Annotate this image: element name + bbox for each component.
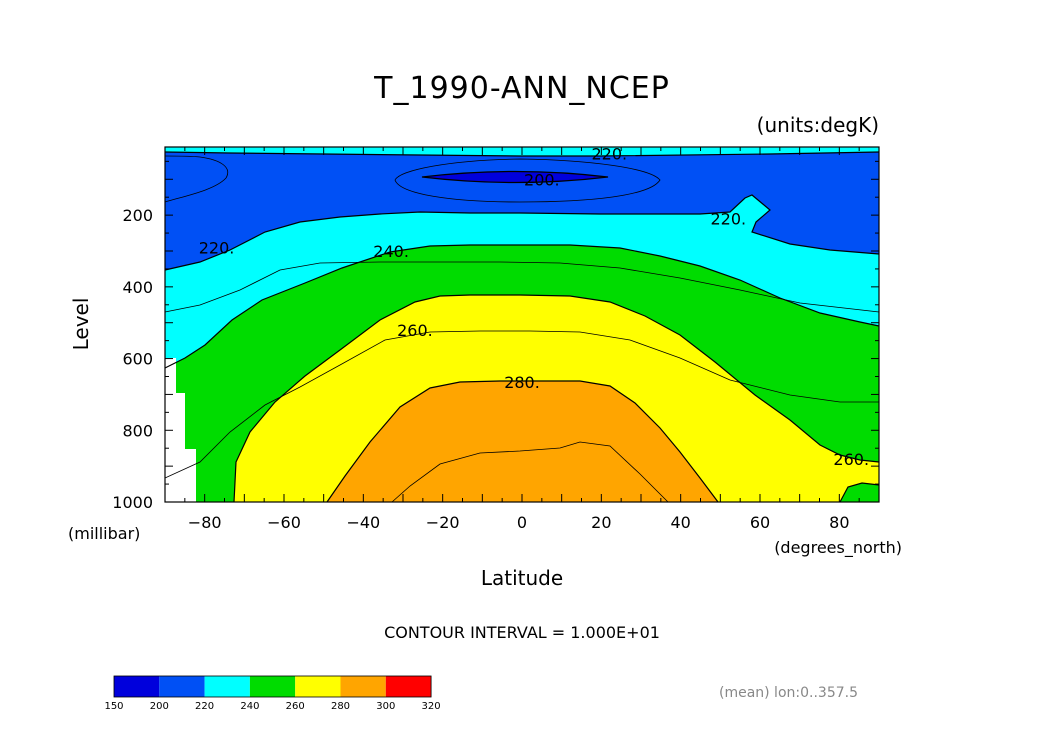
- x-tick-label: −60: [267, 513, 301, 532]
- contour-label: 260.: [397, 321, 433, 340]
- chart-title: T_1990-ANN_NCEP: [373, 71, 670, 106]
- colorbar-swatch: [295, 676, 341, 697]
- x-tick-label: 80: [829, 513, 849, 532]
- y-tick-label: 800: [122, 421, 153, 440]
- x-tick-label: 20: [591, 513, 611, 532]
- band-280-300: [327, 381, 718, 502]
- contour-lines: [164, 155, 880, 503]
- contour-label: 200.: [524, 170, 560, 189]
- x-tick-label: 0: [517, 513, 527, 532]
- contour-label: 220.: [199, 238, 235, 257]
- colorbar-swatch: [204, 676, 250, 697]
- contour-labels: 220. 200. 220. 220. 240. 260. 280. 260.: [199, 144, 869, 469]
- contour-lines-bold: [164, 151, 880, 503]
- colorbar-frame: [113, 675, 432, 698]
- colorbar-swatch: [249, 676, 296, 697]
- y-tick-label: 600: [122, 350, 153, 369]
- colorbar-swatch: [340, 676, 386, 697]
- contour-label: 260.: [833, 450, 869, 469]
- colorbar-label: 280: [331, 701, 350, 712]
- colorbar-label: 260: [286, 701, 305, 712]
- colorbar-label: 300: [376, 701, 395, 712]
- y-tick-label: 200: [122, 206, 153, 225]
- x-tick-label: −80: [188, 513, 222, 532]
- x-tick-label: 60: [750, 513, 770, 532]
- units-label: (units:degK): [757, 113, 879, 137]
- contour-label: 240.: [373, 242, 409, 261]
- y-tick-label: 1000: [112, 493, 153, 512]
- contour-bands: [165, 147, 879, 502]
- band-150-200: [422, 171, 608, 183]
- contour-label: 220.: [710, 210, 746, 229]
- colorbar-label: 220: [195, 701, 214, 712]
- x-axis-title: Latitude: [481, 566, 563, 590]
- x-units-label: (degrees_north): [774, 538, 902, 558]
- colorbar-swatch: [114, 676, 160, 697]
- mean-note: (mean) lon:0..357.5: [719, 685, 858, 701]
- y-units-label: (millibar): [68, 524, 140, 543]
- colorbar-label: 150: [104, 701, 123, 712]
- x-tick-label: 40: [670, 513, 690, 532]
- contour-interval-text: CONTOUR INTERVAL = 1.000E+01: [384, 623, 660, 642]
- colorbar-label: 240: [240, 701, 259, 712]
- colorbar-swatch: [385, 676, 432, 697]
- x-tick-label: −20: [426, 513, 460, 532]
- x-axis: −80 −60 −40 −20 0 20 40 60 80: [164, 147, 880, 532]
- colorbar-label: 200: [150, 701, 169, 712]
- band-240-260-patch: [840, 483, 879, 502]
- contour-label: 220.: [591, 144, 627, 163]
- colorbar-swatch: [159, 676, 205, 697]
- colorbar: 150 200 220 240 260 280 300 320: [104, 675, 441, 712]
- x-tick-label: −40: [346, 513, 380, 532]
- y-tick-label: 400: [122, 278, 153, 297]
- contour-label: 280.: [504, 373, 540, 392]
- colorbar-label: 320: [422, 701, 441, 712]
- y-axis: 200 400 600 800 1000: [112, 160, 879, 512]
- y-axis-title: Level: [69, 298, 93, 351]
